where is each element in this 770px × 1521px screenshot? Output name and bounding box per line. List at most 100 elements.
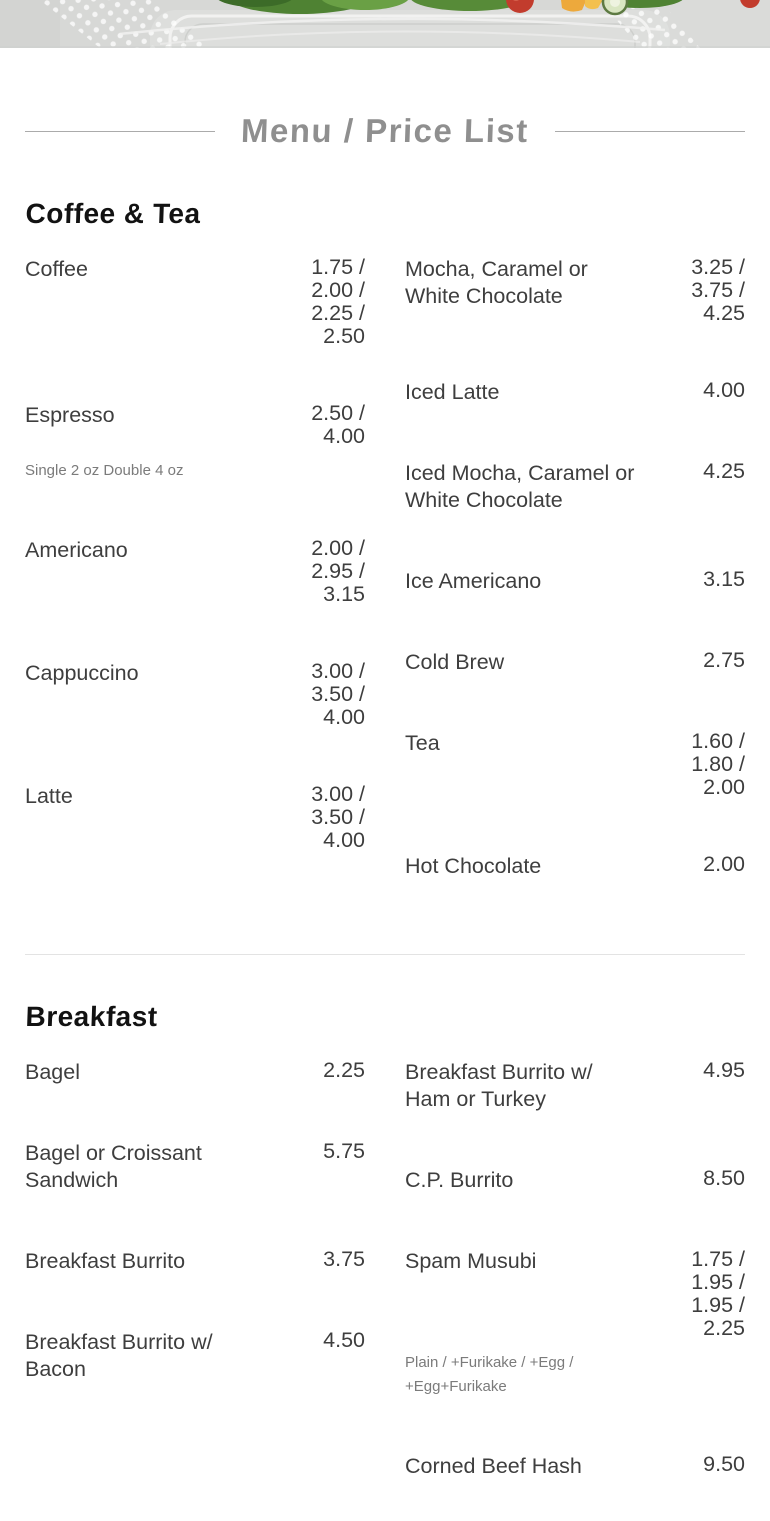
item-price: 1.75 / 2.00 / 2.25 / 2.50 [311,255,365,348]
section-columns: Coffee 1.75 / 2.00 / 2.25 / 2.50 Espress… [25,256,745,906]
item-name: Spam Musubi [405,1249,537,1273]
menu-item: Breakfast Burrito 3.75 [25,1248,365,1275]
menu-item-row: Spam Musubi 1.75 / 1.95 / 1.95 / 2.25 [405,1248,745,1340]
salad-photo-illustration [0,0,770,48]
item-name: Espresso [25,403,115,427]
item-price: 2.00 / 2.95 / 3.15 [311,536,365,606]
page-title: Menu / Price List [240,112,530,149]
item-name: Breakfast Burrito w/ Bacon [25,1330,213,1381]
menu-section: Coffee & Tea Coffee 1.75 / 2.00 / 2.25 /… [25,198,745,906]
menu-item-row: Coffee 1.75 / 2.00 / 2.25 / 2.50 [25,256,365,348]
menu-item-row: Iced Latte 4.00 [405,379,745,406]
item-name: Mocha, Caramel or White Chocolate [405,257,588,308]
item-price: 4.50 [323,1328,365,1352]
item-name: Iced Latte [405,380,500,404]
item-price: 3.00 / 3.50 / 4.00 [311,782,365,852]
item-price: 2.50 / 4.00 [311,401,365,448]
item-price: 4.00 [703,378,745,402]
menu-item-row: Americano 2.00 / 2.95 / 3.15 [25,537,365,606]
menu-item-row: Espresso 2.50 / 4.00 [25,402,365,448]
item-name: Hot Chocolate [405,854,542,878]
menu-item-row: Cappuccino 3.00 / 3.50 / 4.00 [25,660,365,729]
menu-section: Breakfast Bagel 2.25 Bagel or Croissant … [25,954,745,1506]
menu-item: Breakfast Burrito w/ Bacon 4.50 [25,1329,365,1383]
menu-item: Cappuccino 3.00 / 3.50 / 4.00 [25,660,365,729]
menu-page: Menu / Price List Coffee & Tea Coffee 1.… [0,112,770,1506]
menu-item: Coffee 1.75 / 2.00 / 2.25 / 2.50 [25,256,365,348]
menu-item: Bagel or Croissant Sandwich 5.75 [25,1140,365,1194]
menu-item-row: Bagel or Croissant Sandwich 5.75 [25,1140,365,1194]
item-price: 4.25 [703,459,745,483]
menu-item-row: Corned Beef Hash 9.50 [405,1453,745,1480]
item-price: 3.25 / 3.75 / 4.25 [691,255,745,325]
item-name: Cappuccino [25,661,139,685]
item-price: 3.75 [323,1247,365,1271]
menu-item: Iced Latte 4.00 [405,379,745,406]
section-title: Coffee & Tea [25,198,202,229]
menu-item-row: Breakfast Burrito w/ Bacon 4.50 [25,1329,365,1383]
menu-column: Bagel 2.25 Bagel or Croissant Sandwich 5… [25,1059,365,1506]
item-price: 8.50 [703,1166,745,1190]
item-price: 3.00 / 3.50 / 4.00 [311,659,365,729]
title-rule-left [25,130,216,132]
menu-item-row: Bagel 2.25 [25,1059,365,1086]
menu-item: Americano 2.00 / 2.95 / 3.15 [25,537,365,606]
menu-item: Cold Brew 2.75 [405,649,745,676]
item-name: Bagel [25,1060,80,1084]
menu-item-row: Cold Brew 2.75 [405,649,745,676]
item-name: Americano [25,538,128,562]
menu-item-row: Mocha, Caramel or White Chocolate 3.25 /… [405,256,745,325]
menu-item-row: Iced Mocha, Caramel or White Chocolate 4… [405,460,745,514]
menu-item: Spam Musubi 1.75 / 1.95 / 1.95 / 2.25 Pl… [405,1248,745,1399]
menu-item: Latte 3.00 / 3.50 / 4.00 [25,783,365,852]
menu-sections: Coffee & Tea Coffee 1.75 / 2.00 / 2.25 /… [25,198,745,1506]
title-rule-right [554,130,746,132]
section-columns: Bagel 2.25 Bagel or Croissant Sandwich 5… [25,1059,745,1506]
item-name: Tea [405,731,440,755]
item-name: Breakfast Burrito [25,1249,186,1273]
menu-column: Mocha, Caramel or White Chocolate 3.25 /… [405,256,745,906]
menu-item: Tea 1.60 / 1.80 / 2.00 [405,730,745,799]
item-name: Cold Brew [405,650,505,674]
menu-column: Coffee 1.75 / 2.00 / 2.25 / 2.50 Espress… [25,256,365,906]
menu-item: Corned Beef Hash 9.50 [405,1453,745,1480]
item-name: Bagel or Croissant Sandwich [25,1141,202,1192]
page-title-row: Menu / Price List [25,112,746,150]
item-price: 3.15 [703,567,745,591]
item-name: Ice Americano [405,569,542,593]
item-name: Breakfast Burrito w/ Ham or Turkey [405,1060,593,1111]
menu-item-row: Tea 1.60 / 1.80 / 2.00 [405,730,745,799]
item-note: Plain / +Furikake / +Egg / +Egg+Furikake [405,1354,574,1395]
menu-column: Breakfast Burrito w/ Ham or Turkey 4.95 … [405,1059,745,1506]
item-price: 4.95 [703,1058,745,1082]
item-name: C.P. Burrito [405,1168,514,1192]
item-name: Latte [25,784,73,808]
item-name: Coffee [25,257,88,281]
menu-item: Ice Americano 3.15 [405,568,745,595]
menu-item-row: Hot Chocolate 2.00 [405,853,745,880]
item-name: Corned Beef Hash [405,1454,582,1478]
menu-item: Hot Chocolate 2.00 [405,853,745,880]
section-title: Breakfast [25,1001,159,1032]
section-divider [25,954,745,955]
item-price: 5.75 [323,1139,365,1163]
menu-item: Mocha, Caramel or White Chocolate 3.25 /… [405,256,745,325]
menu-item-row: Ice Americano 3.15 [405,568,745,595]
item-price: 1.60 / 1.80 / 2.00 [691,729,745,799]
menu-item-row: Breakfast Burrito w/ Ham or Turkey 4.95 [405,1059,745,1113]
menu-item-row: Breakfast Burrito 3.75 [25,1248,365,1275]
item-name: Iced Mocha, Caramel or White Chocolate [405,461,635,512]
item-price: 2.00 [703,852,745,876]
menu-item: C.P. Burrito 8.50 [405,1167,745,1194]
item-price: 9.50 [703,1452,745,1476]
hero-photo [0,0,770,48]
menu-item: Breakfast Burrito w/ Ham or Turkey 4.95 [405,1059,745,1113]
item-note: Single 2 oz Double 4 oz [25,462,184,479]
menu-item-row: C.P. Burrito 8.50 [405,1167,745,1194]
item-price: 2.75 [703,648,745,672]
menu-item: Bagel 2.25 [25,1059,365,1086]
item-price: 2.25 [323,1058,365,1082]
item-price: 1.75 / 1.95 / 1.95 / 2.25 [691,1247,745,1340]
menu-item: Espresso 2.50 / 4.00 Single 2 oz Double … [25,402,365,483]
menu-item-row: Latte 3.00 / 3.50 / 4.00 [25,783,365,852]
